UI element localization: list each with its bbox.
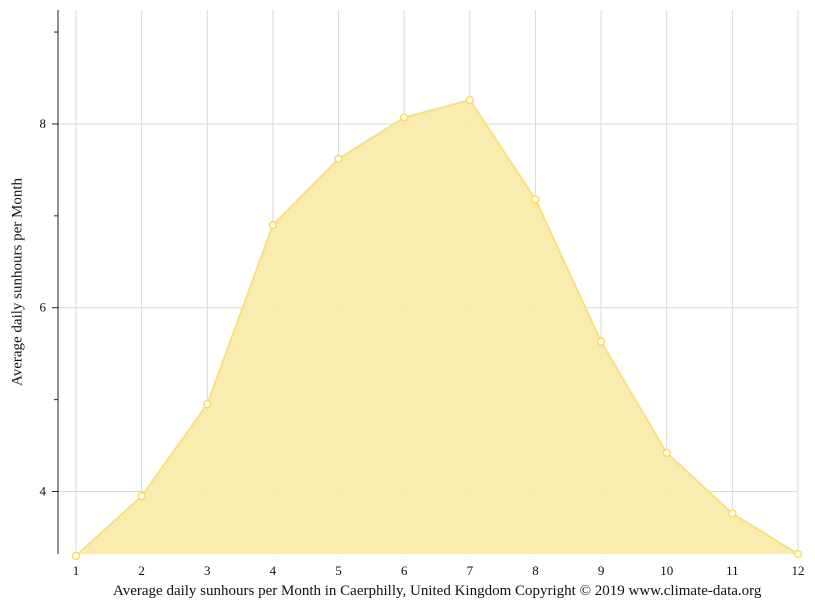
- data-point: [531, 195, 540, 204]
- x-tick-label: 8: [532, 563, 539, 578]
- x-ticks: 1 2 3 4 5 6 7 8 9 10 11 12: [73, 563, 805, 578]
- data-point: [400, 113, 409, 122]
- x-tick-label: 4: [270, 563, 277, 578]
- sunhours-area: [76, 100, 798, 556]
- x-tick-label: 10: [660, 563, 673, 578]
- data-point: [71, 551, 81, 560]
- sunhours-line: [75, 98, 799, 557]
- data-point: [203, 400, 212, 409]
- data-point: [596, 337, 606, 346]
- data-points: [71, 95, 803, 560]
- data-point: [728, 509, 737, 518]
- data-point: [137, 492, 146, 501]
- y-ticks: 4 6 8: [40, 31, 58, 499]
- x-tick-label: 11: [726, 563, 739, 578]
- x-tick-label: 1: [73, 563, 80, 578]
- data-point: [465, 95, 474, 105]
- x-tick-label: 12: [792, 563, 805, 578]
- x-tick-label: 2: [138, 563, 145, 578]
- x-tick-label: 9: [598, 563, 605, 578]
- data-point: [268, 220, 278, 230]
- x-tick-label: 7: [467, 563, 474, 578]
- data-point: [793, 549, 803, 559]
- y-tick-label: 6: [40, 300, 47, 315]
- data-point: [334, 154, 343, 163]
- x-tick-label: 6: [401, 563, 408, 578]
- y-tick-label: 4: [40, 484, 47, 499]
- y-tick-label: 8: [40, 116, 47, 131]
- chart-caption: Average daily sunhours per Month in Caer…: [113, 583, 762, 599]
- y-axis-label: Average daily sunhours per Month: [9, 177, 26, 387]
- data-point: [662, 448, 671, 458]
- x-tick-label: 3: [204, 563, 211, 578]
- x-tick-label: 5: [335, 563, 342, 578]
